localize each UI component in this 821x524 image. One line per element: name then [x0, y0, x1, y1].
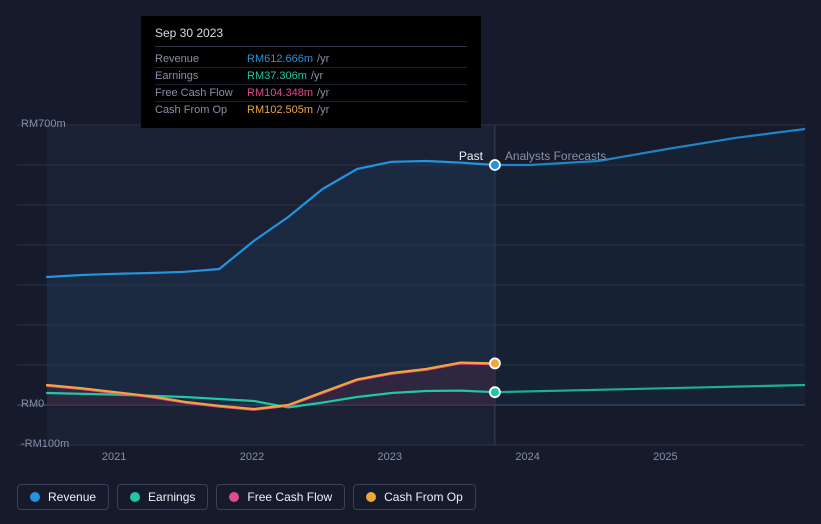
tooltip-row-value: RM37.306m — [247, 70, 307, 82]
chart-tooltip: Sep 30 2023 RevenueRM612.666m/yrEarnings… — [141, 16, 481, 128]
tooltip-date: Sep 30 2023 — [155, 26, 467, 47]
tooltip-row-label: Earnings — [155, 70, 247, 82]
legend-dot-icon — [229, 492, 239, 502]
tooltip-row: Cash From OpRM102.505m/yr — [155, 102, 467, 118]
tooltip-row: Free Cash FlowRM104.348m/yr — [155, 85, 467, 102]
tooltip-row-suffix: /yr — [317, 53, 329, 65]
past-section-label: Past — [459, 149, 483, 163]
legend-label: Cash From Op — [384, 490, 463, 504]
legend-dot-icon — [30, 492, 40, 502]
tooltip-row-label: Cash From Op — [155, 104, 247, 116]
tooltip-row: RevenueRM612.666m/yr — [155, 51, 467, 68]
y-tick-label: RM700m — [21, 118, 66, 130]
legend-item-revenue[interactable]: Revenue — [17, 484, 109, 510]
y-tick-label: RM0 — [21, 398, 44, 410]
legend-dot-icon — [130, 492, 140, 502]
legend-dot-icon — [366, 492, 376, 502]
tooltip-row-value: RM612.666m — [247, 53, 313, 65]
legend-label: Earnings — [148, 490, 195, 504]
tooltip-row-suffix: /yr — [311, 70, 323, 82]
legend-item-earnings[interactable]: Earnings — [117, 484, 208, 510]
legend-item-fcf[interactable]: Free Cash Flow — [216, 484, 345, 510]
tooltip-row-suffix: /yr — [317, 87, 329, 99]
legend-label: Revenue — [48, 490, 96, 504]
x-tick-label: 2024 — [515, 451, 539, 463]
tooltip-row-value: RM104.348m — [247, 87, 313, 99]
tooltip-row: EarningsRM37.306m/yr — [155, 68, 467, 85]
x-tick-label: 2023 — [378, 451, 402, 463]
legend-label: Free Cash Flow — [247, 490, 332, 504]
x-tick-label: 2022 — [240, 451, 264, 463]
x-tick-label: 2025 — [653, 451, 677, 463]
forecast-section-label: Analysts Forecasts — [505, 149, 606, 163]
x-tick-label: 2021 — [102, 451, 126, 463]
legend-item-cfo[interactable]: Cash From Op — [353, 484, 476, 510]
y-tick-label: -RM100m — [21, 438, 69, 450]
tooltip-row-suffix: /yr — [317, 104, 329, 116]
chart-legend: Revenue Earnings Free Cash Flow Cash From O… — [17, 484, 476, 510]
tooltip-row-label: Free Cash Flow — [155, 87, 247, 99]
tooltip-row-value: RM102.505m — [247, 104, 313, 116]
tooltip-row-label: Revenue — [155, 53, 247, 65]
